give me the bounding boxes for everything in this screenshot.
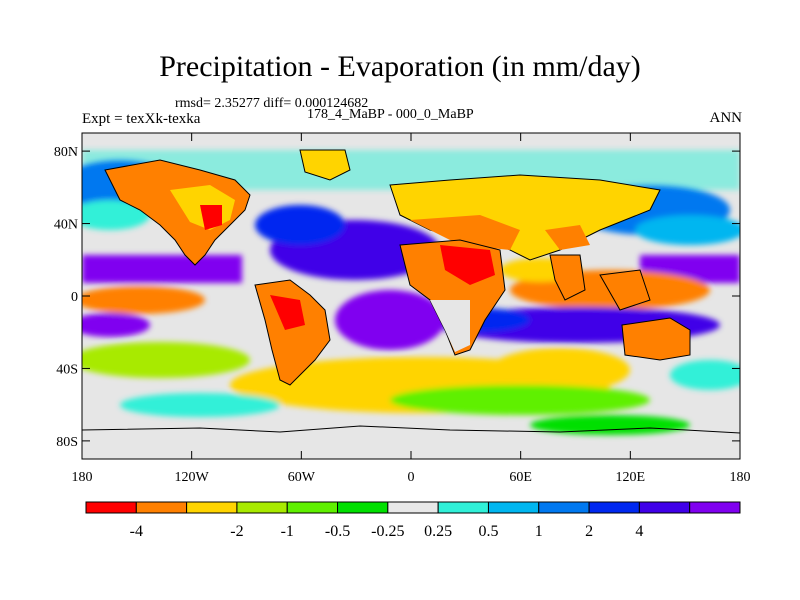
lon-tick-label: 60E	[509, 470, 532, 485]
lon-tick-label: 60W	[288, 470, 316, 485]
latitude-axis: 80N 40N 0 40S 80S	[54, 145, 740, 450]
lat-tick-label: 80S	[56, 435, 78, 450]
colorbar-swatch	[236, 501, 288, 514]
colorbar-swatch	[387, 501, 439, 514]
colorbar-swatch	[286, 501, 339, 514]
colorbar-label: 1	[535, 523, 543, 540]
colorbar-label: -0.5	[325, 523, 350, 540]
lon-tick-label: 120W	[175, 470, 210, 485]
map-field	[82, 133, 740, 459]
colorbar-label: -2	[230, 523, 243, 540]
colorbar-swatch	[538, 501, 590, 514]
lon-tick-label: 180	[72, 470, 93, 485]
colorbar-swatch	[85, 501, 137, 514]
season-label: ANN	[709, 110, 743, 126]
lat-tick-label: 80N	[54, 145, 78, 160]
colorbar-swatch	[186, 501, 238, 514]
plot-title: Precipitation - Evaporation (in mm/day)	[159, 50, 641, 83]
colorbar-label: 0.25	[424, 523, 452, 540]
lon-tick-label: 0	[408, 470, 415, 485]
land-regions	[82, 149, 740, 434]
colorbar-swatch	[135, 501, 188, 514]
colorbar-label: 2	[585, 523, 593, 540]
comparison-subtitle: 178_4_MaBP - 000_0_MaBP	[307, 107, 474, 122]
colorbar-label: -4	[130, 523, 143, 540]
colorbar-swatch	[487, 501, 540, 514]
lon-tick-label: 120E	[616, 470, 646, 485]
stats-line: rmsd= 2.35277 diff= 0.000124682	[175, 96, 369, 111]
lat-tick-label: 40S	[56, 362, 78, 377]
colorbar-label: 4	[635, 523, 643, 540]
longitude-axis: 180 120W 60W 0 60E 120E 180	[72, 133, 751, 485]
experiment-label: Expt = texXk-texka	[82, 111, 201, 127]
lat-tick-label: 0	[71, 290, 78, 305]
colorbar-swatch	[337, 501, 389, 514]
colorbar-label: -1	[281, 523, 294, 540]
colorbar-swatch	[638, 501, 691, 514]
colorbar-swatch	[689, 501, 741, 514]
lon-tick-label: 180	[730, 470, 751, 485]
lat-tick-label: 40N	[54, 218, 78, 233]
colorbar-label: -0.25	[371, 523, 404, 540]
colorbar-swatch	[437, 501, 489, 514]
colorbar-swatch	[588, 501, 640, 514]
colorbar: -4 -2 -1 -0.5 -0.25 0.25 0.5 1 2 4	[85, 501, 741, 540]
colorbar-label: 0.5	[478, 523, 498, 540]
